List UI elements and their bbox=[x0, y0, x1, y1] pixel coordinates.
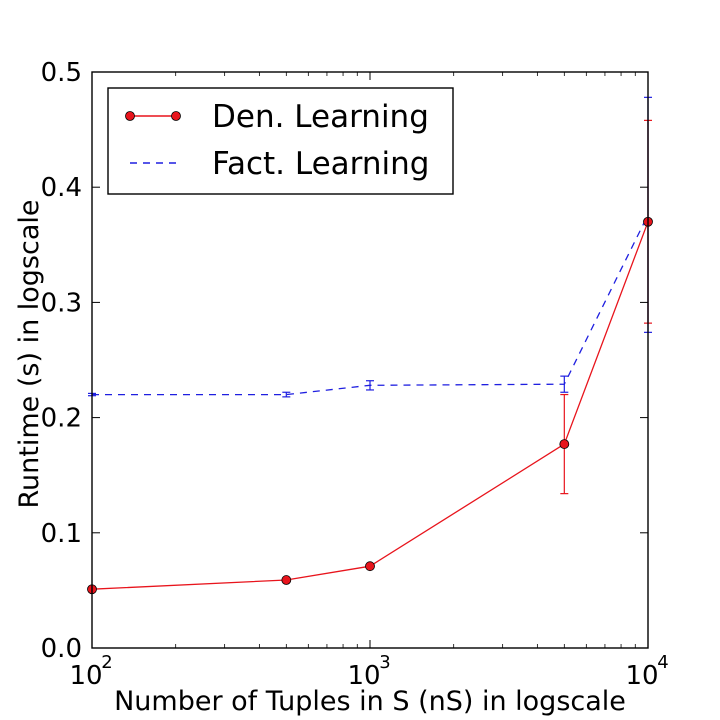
x-tick-exponent-0: 2 bbox=[101, 652, 112, 673]
x-tick-label-0: 10 bbox=[69, 661, 102, 691]
data-point-den-3 bbox=[559, 439, 570, 449]
legend-marker-den-left bbox=[125, 111, 135, 121]
x-tick-label-2: 10 bbox=[625, 661, 658, 691]
x-tick-exponent-1: 3 bbox=[379, 652, 390, 673]
series-line-fact bbox=[92, 214, 649, 396]
legend-marker-den-right bbox=[171, 111, 181, 121]
y-tick-label-1: 0.1 bbox=[41, 519, 82, 549]
x-axis-title: Number of Tuples in S (nS) in logscale bbox=[114, 686, 626, 717]
data-point-den-2 bbox=[365, 561, 375, 572]
legend-label-fact: Fact. Learning bbox=[212, 146, 429, 182]
data-point-den-1 bbox=[281, 575, 292, 585]
y-tick-label-5: 0.5 bbox=[41, 58, 82, 88]
legend-frame bbox=[107, 87, 454, 195]
y-tick-label-2: 0.2 bbox=[41, 404, 82, 434]
y-tick-label-0: 0.0 bbox=[41, 634, 82, 664]
x-tick-label-1: 10 bbox=[347, 661, 380, 691]
legend: Den. Learning Fact. Learning bbox=[107, 87, 454, 195]
legend-label-den: Den. Learning bbox=[212, 99, 429, 135]
y-axis-title: Runtime (s) in logscale bbox=[14, 200, 45, 509]
y-tick-label-3: 0.3 bbox=[41, 288, 82, 318]
y-tick-label-4: 0.4 bbox=[41, 173, 82, 203]
x-tick-exponent-2: 4 bbox=[657, 652, 668, 673]
